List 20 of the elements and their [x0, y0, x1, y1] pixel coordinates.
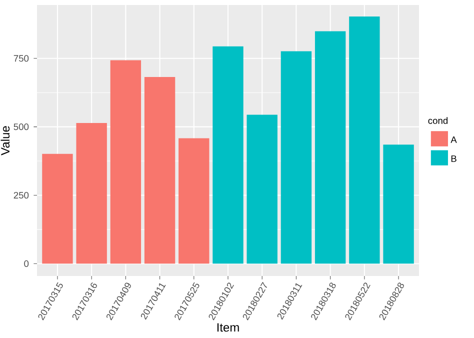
y-tick-label: 0	[24, 260, 29, 267]
bar	[212, 46, 244, 264]
bar	[144, 76, 176, 264]
y-tick-label: 750	[14, 55, 29, 62]
legend-title: cond	[428, 117, 448, 124]
bar	[110, 60, 142, 264]
bar	[280, 51, 312, 264]
bar	[42, 154, 73, 264]
y-tick-label: 250	[14, 192, 29, 199]
bar	[246, 114, 278, 264]
bar	[349, 16, 380, 264]
bar	[383, 144, 414, 264]
bar	[178, 138, 210, 264]
bar	[314, 31, 346, 264]
y-axis-title: Value	[0, 126, 10, 156]
legend-label: A	[450, 136, 457, 143]
y-tick-label: 500	[14, 124, 29, 130]
x-axis-title: Item	[217, 323, 239, 332]
legend-label: B	[451, 155, 456, 162]
bar	[76, 122, 107, 264]
